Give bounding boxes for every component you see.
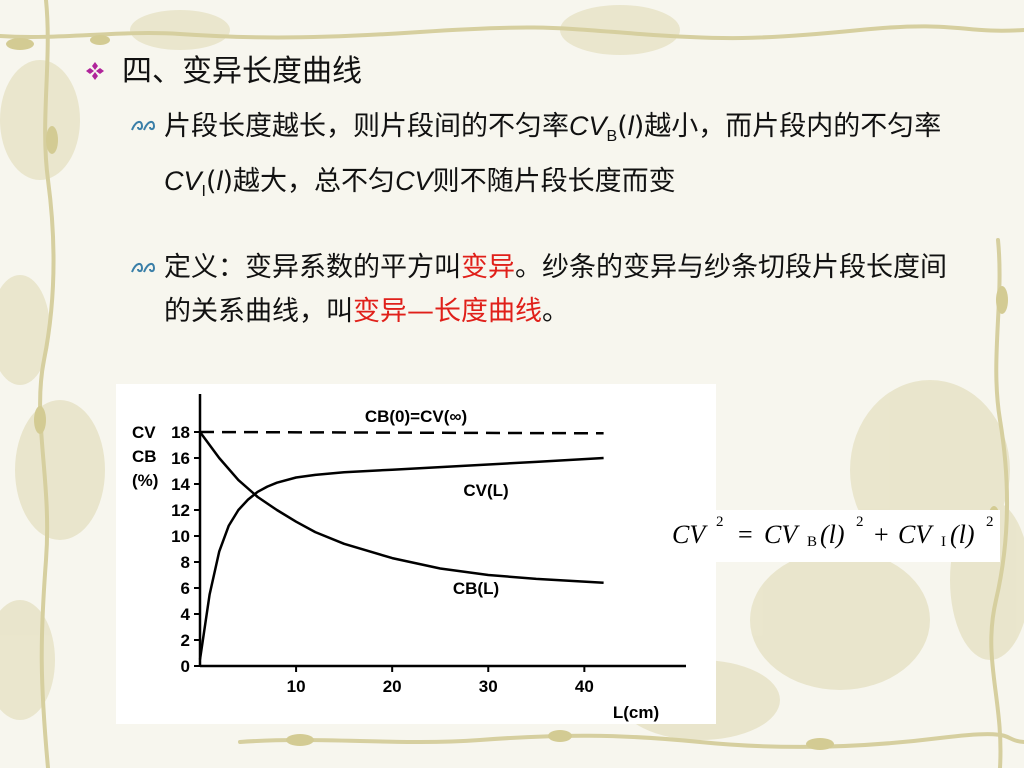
bullet-1-fragment: )越小，而片段内的不匀率 [633,111,942,142]
bullet-1-fragment: B [606,128,618,145]
formula-lhs-exp: 2 [716,514,724,530]
bullet-1-text: 片段长度越长，则片段间的不匀率CVB(l)越小，而片段内的不匀率CVI(l)越大… [164,104,964,214]
bullet-1-fragment: 片段长度越长，则片段间的不匀率 [164,111,569,142]
bullet-1-fragment: l [627,111,634,141]
formula-equals: = [738,520,753,549]
y-tick-label: 10 [171,527,190,546]
formula-term2-exp: 2 [986,514,994,530]
bullet-1-fragment: l [216,166,223,196]
y-tick-label: 2 [181,631,190,650]
swirl-bullet-icon [131,120,156,131]
y-tick-label: 8 [181,553,190,572]
variation-length-chart: 0 2 4 6 8 10 12 14 16 18 10 20 30 40 CV CB (%) L(cm) CB(0)… [116,384,716,724]
formula-term1-sub: B [807,534,818,550]
x-tick-label: 40 [575,677,594,696]
bullet-1-fragment: CV [164,166,202,196]
diamond-bullet-icon [86,62,104,80]
y-tick-label: 6 [181,579,190,598]
formula-term1: CV [764,520,798,549]
y-tick-label: 14 [171,475,190,494]
series-line-1 [198,456,604,660]
y-tick-label: 12 [171,501,190,520]
y-axis-label: CV [132,423,156,442]
series-line-2 [198,431,604,585]
y-tick-label: 0 [181,657,190,676]
bullet-1-fragment: I [201,183,206,200]
y-tick-label: 4 [181,605,191,624]
bullet-2-fragment: 变异—长度曲线 [353,296,542,327]
formula-term2-arg: (l) [950,520,975,549]
bullet-2-fragment: 变异 [461,252,515,283]
series-line-0 [199,430,604,435]
y-tick-label: 16 [171,449,190,468]
formula-plus: + [874,520,889,549]
formula-term2-sub: I [941,534,946,550]
formula-lhs: CV [672,520,706,549]
bullet-2-fragment: 。纱条的变异与纱条切段片段长度间的关系曲线，叫 [164,252,947,327]
formula-term1-exp: 2 [856,514,864,530]
y-axis-label: (%) [132,471,158,490]
chart-svg: 0 2 4 6 8 10 12 14 16 18 10 20 30 40 CV CB (%) L(cm) CB(0)… [132,394,686,722]
bullet-2-fragment: 。 [542,296,569,327]
series-label: CB(0)=CV(∞) [365,407,467,426]
variance-formula: CV 2 = CV B (l) 2 + CV I (l) 2 [664,510,1000,562]
bullet-2-fragment: 定义：变异系数的平方叫 [164,252,461,283]
bullet-2-text: 定义：变异系数的平方叫变异。纱条的变异与纱条切段片段长度间的关系曲线，叫变异—长… [164,246,964,334]
bullet-1-fragment: ( [617,111,628,142]
formula-term1-arg: (l) [820,520,845,549]
formula-term2: CV [898,520,932,549]
x-tick-label: 30 [479,677,498,696]
y-axis-label: CB [132,447,157,466]
bullet-1-fragment: 则不随片段长度而变 [432,166,676,197]
x-tick-label: 10 [287,677,306,696]
series-label: CV(L) [463,481,508,500]
slide-title: 四、变异长度曲线 [122,54,362,89]
x-axis-label: L(cm) [613,703,659,722]
bullet-1-fragment: ( [205,166,217,197]
series-label: CB(L) [453,579,499,598]
bullet-1-fragment: CV [395,166,433,196]
bullet-1-fragment: CV [569,111,607,141]
x-tick-label: 20 [383,677,402,696]
bullet-1-fragment: )越大，总不匀 [222,166,396,197]
swirl-bullet-icon [131,262,156,273]
y-tick-label: 18 [171,423,190,442]
